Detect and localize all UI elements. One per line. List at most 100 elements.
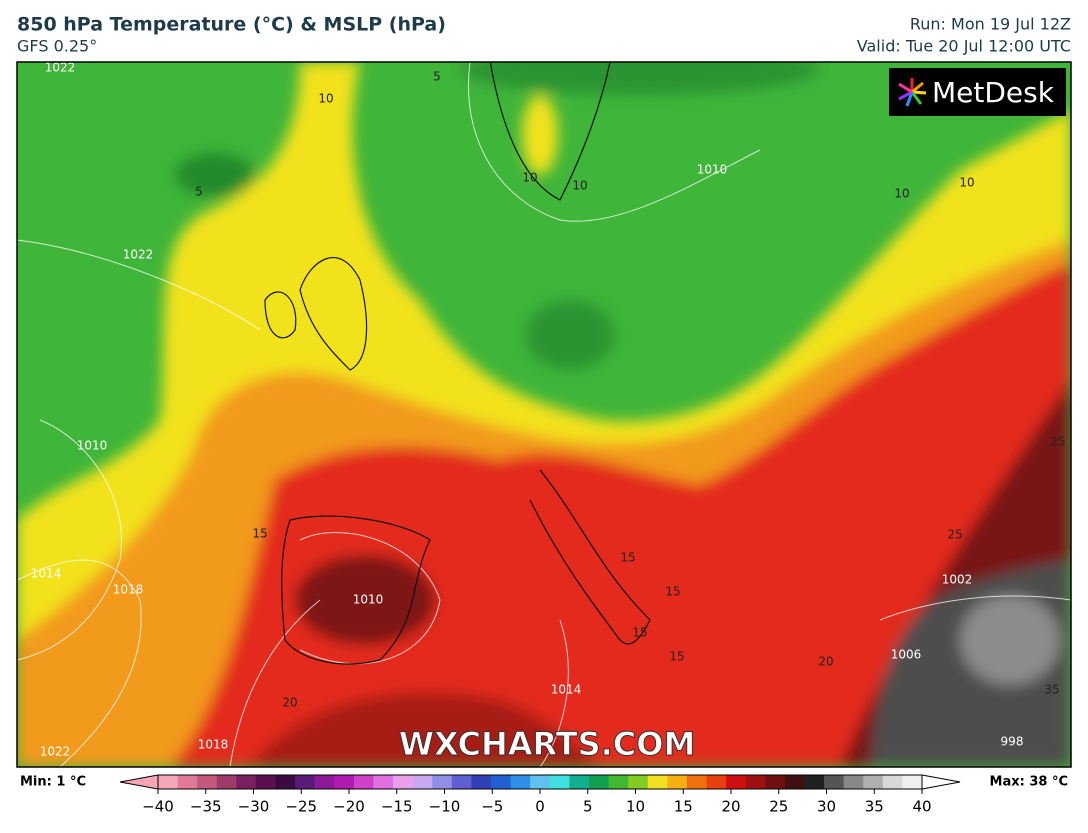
colorbar-segment [236, 775, 257, 789]
colorbar-segment [667, 775, 688, 789]
colorbar-segment [451, 775, 472, 789]
logo-text: MetDesk [932, 76, 1055, 109]
colorbar-segment [314, 775, 335, 789]
title: 850 hPa Temperature (°C) & MSLP (hPa) [17, 14, 446, 36]
contour-label: 1018 [113, 583, 144, 597]
contour-label: 1006 [891, 648, 922, 662]
colorbar-tick-label: 5 [583, 798, 593, 816]
colorbar-segment [902, 775, 923, 789]
subtitle: GFS 0.25° [17, 37, 97, 56]
colorbar-segment [393, 775, 414, 789]
colorbar-segment [334, 775, 355, 789]
contour-label: 10 [894, 187, 909, 201]
contour-label: 10 [522, 171, 537, 185]
map: 1022105102251010101010101015101410181010… [17, 61, 1071, 767]
contour-label: 1002 [942, 573, 973, 587]
contour-label: 10 [318, 92, 333, 106]
colorbar-segment [255, 775, 277, 789]
colorbar-segment [353, 775, 374, 789]
contour-label: 998 [1001, 735, 1024, 749]
contour-labels: 1022105102251010101010101015101410181010… [31, 61, 1066, 759]
contour-label: 25 [1050, 435, 1065, 449]
colorbar-segment [863, 775, 884, 789]
colorbar-segment [197, 775, 218, 789]
colorbar-tick-label: −20 [333, 798, 365, 816]
contour-label: 15 [620, 551, 635, 565]
colorbar-segment [686, 775, 708, 789]
colorbar-segment [569, 775, 590, 789]
colorbar-segment [295, 775, 316, 789]
contour-label: 15 [252, 527, 267, 541]
colorbar-segment [843, 775, 864, 789]
contour-label: 1014 [551, 683, 582, 697]
map-frame [16, 61, 1072, 768]
colorbar-segment [275, 775, 296, 789]
colorbar-segment [412, 775, 433, 789]
colorbar-segment [549, 775, 570, 789]
contour-label: 10 [572, 179, 587, 193]
colorbar-segment [530, 775, 551, 789]
colorbar-tick-label: 30 [817, 798, 836, 816]
contour-label: 1018 [198, 738, 229, 752]
colorbar-tick-label: −10 [429, 798, 461, 816]
colorbar-tick-label: 0 [535, 798, 545, 816]
colorbar-segment [647, 775, 668, 789]
colorbar-tick-label: 40 [912, 798, 931, 816]
contour-label: 5 [433, 70, 441, 84]
colorbar-segment [216, 775, 237, 789]
colorbar-tick-label: −15 [381, 798, 413, 816]
colorbar-segment [373, 775, 394, 789]
colorbar-segment [824, 775, 845, 789]
contour-label: 1022 [45, 61, 76, 75]
colorbar-arrow-right [921, 774, 961, 790]
max-label: Max: 38 °C [990, 775, 1068, 790]
contour-label: 15 [665, 585, 680, 599]
colorbar-tick-label: −35 [190, 798, 222, 816]
contour-label: 20 [818, 655, 833, 669]
colorbar-arrow-left [119, 774, 159, 790]
colorbar-segment [804, 775, 825, 789]
colorbar-tick-label: 25 [769, 798, 788, 816]
contour-label: 15 [632, 626, 647, 640]
colorbar-segment [608, 775, 629, 789]
contour-label: 1010 [697, 163, 728, 177]
contour-label: 35 [1044, 683, 1059, 697]
colorbar-segment [491, 775, 512, 789]
valid-time: Valid: Tue 20 Jul 12:00 UTC [857, 37, 1071, 56]
contour-label: 1014 [31, 567, 62, 581]
colorbar-tick-label: 10 [626, 798, 645, 816]
colorbar-segment [510, 775, 531, 789]
colorbar-tick-label: −30 [238, 798, 270, 816]
watermark: WXCHARTS.COM [399, 725, 696, 763]
contour-label: 25 [947, 528, 962, 542]
colorbar-segment [471, 775, 492, 789]
colorbar-segment [588, 775, 610, 789]
logo-icon [898, 78, 927, 107]
colorbar-segment [177, 775, 198, 789]
contour-label: 1022 [123, 248, 154, 262]
colorbar-segment [882, 775, 903, 789]
colorbar-segment [784, 775, 805, 789]
contour-label: 15 [669, 650, 684, 664]
colorbar-segment [745, 775, 766, 789]
colorbar-segment [432, 775, 453, 789]
contour-label: 10 [959, 176, 974, 190]
colorbar-segment [765, 775, 786, 789]
contour-label: 20 [282, 696, 297, 710]
run-time: Run: Mon 19 Jul 12Z [910, 15, 1071, 34]
colorbar-segment [158, 775, 179, 789]
isobars [17, 62, 1071, 767]
colorbar-tick-label: −5 [481, 798, 503, 816]
colorbar: −40 −35 −30 −25 −20 −15 −10 −5 0 5 10 15 20 25 30 35 40 [119, 774, 961, 816]
contour-label: 1010 [77, 439, 108, 453]
colorbar-tick-label: 15 [674, 798, 693, 816]
colorbar-tick-label: −25 [285, 798, 317, 816]
colorbar-tick-label: 35 [865, 798, 884, 816]
coastlines [264, 62, 651, 665]
colorbar-segment [706, 775, 727, 789]
colorbar-segment [726, 775, 747, 789]
colorbar-tick-label: 20 [721, 798, 740, 816]
colorbar-tick-label: −40 [142, 798, 174, 816]
contour-label: 1022 [40, 745, 71, 759]
